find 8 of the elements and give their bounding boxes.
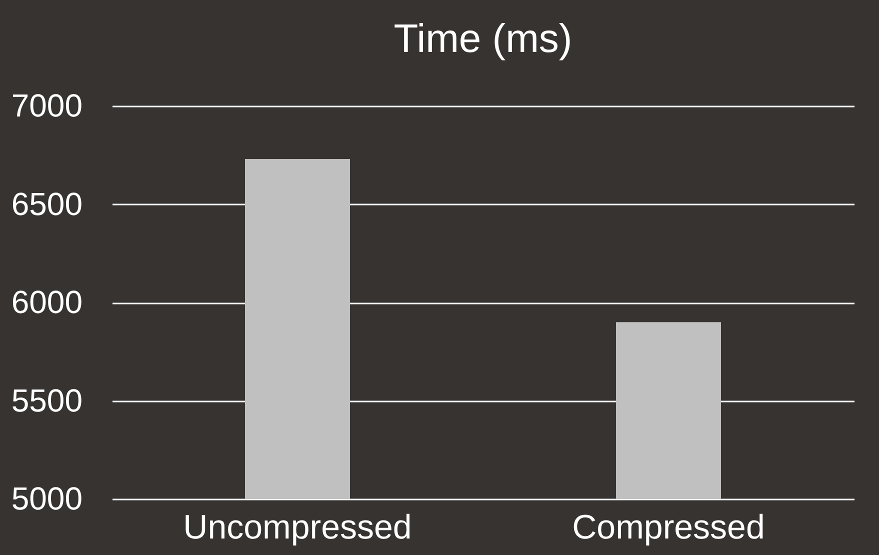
x-tick-label: Uncompressed xyxy=(183,508,412,546)
y-tick-label: 5500 xyxy=(11,382,82,418)
chart-title: Time (ms) xyxy=(394,17,572,61)
y-tick-label: 5000 xyxy=(11,480,82,516)
y-tick-label: 7000 xyxy=(11,88,82,124)
y-tick-label: 6500 xyxy=(11,186,82,222)
x-tick-label: Compressed xyxy=(572,508,765,546)
y-tick-label: 6000 xyxy=(11,284,82,320)
